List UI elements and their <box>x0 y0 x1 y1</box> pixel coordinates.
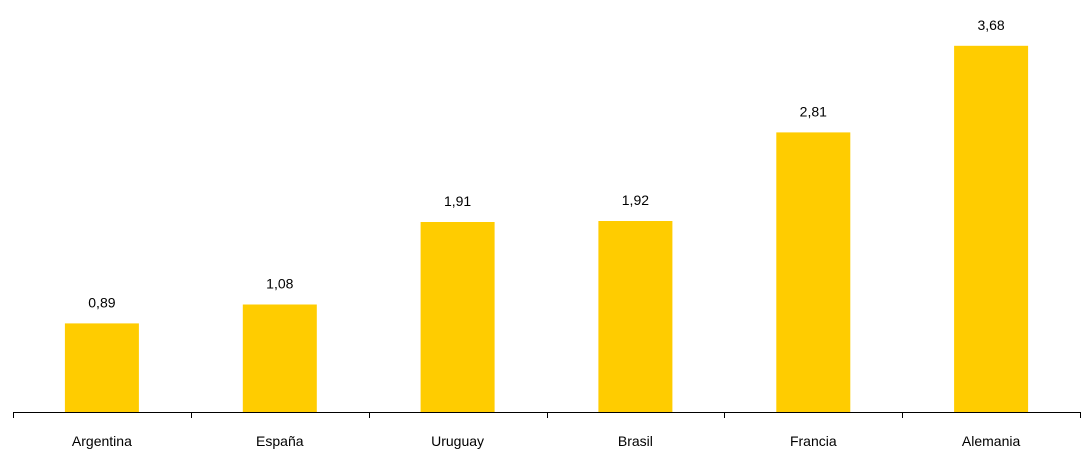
x-axis-tick-labels: Argentina España Uruguay Brasil Francia Alema… <box>72 433 1021 449</box>
tick-label-francia: Francia <box>790 433 837 449</box>
data-label-francia: 2,81 <box>800 103 827 119</box>
value-labels-group: 0,89 1,08 1,91 1,92 2,81 3,68 <box>88 17 1005 311</box>
bar-alemania <box>954 45 1029 413</box>
x-axis-ticks <box>13 412 1081 418</box>
bar-francia <box>776 132 851 412</box>
data-label-brasil: 1,92 <box>622 192 649 208</box>
data-label-espana: 1,08 <box>266 276 293 292</box>
data-label-argentina: 0,89 <box>88 294 115 310</box>
tick-label-brasil: Brasil <box>618 433 653 449</box>
bar-espana <box>242 304 317 412</box>
tick-label-espana: España <box>256 433 304 449</box>
data-label-alemania: 3,68 <box>977 17 1004 33</box>
bar-brasil <box>598 221 673 412</box>
tick-label-argentina: Argentina <box>72 433 132 449</box>
bar-argentina <box>64 323 139 412</box>
bars-group <box>64 45 1029 413</box>
tick-label-uruguay: Uruguay <box>431 433 484 449</box>
bar-uruguay <box>420 222 495 412</box>
tick-label-alemania: Alemania <box>962 433 1021 449</box>
data-label-uruguay: 1,91 <box>444 193 471 209</box>
